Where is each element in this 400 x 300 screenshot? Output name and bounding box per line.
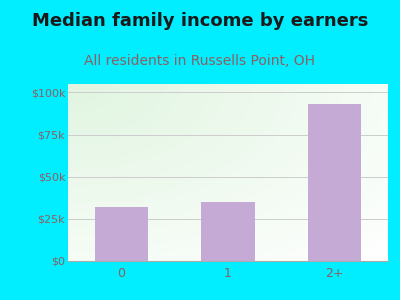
Text: Median family income by earners: Median family income by earners	[32, 12, 368, 30]
Bar	[201, 202, 255, 261]
Bar	[308, 104, 361, 261]
Text: All residents in Russells Point, OH: All residents in Russells Point, OH	[84, 54, 316, 68]
Bar	[95, 207, 148, 261]
